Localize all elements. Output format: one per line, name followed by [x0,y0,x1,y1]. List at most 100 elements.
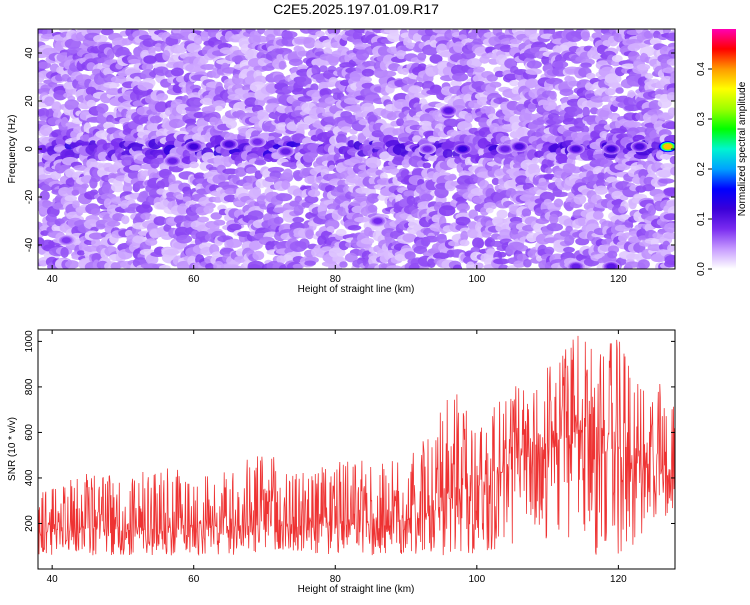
heatmap-cell [467,228,479,239]
heatmap-cell [225,119,237,129]
heatmap-cell [319,88,332,97]
heatmap-cell [189,161,199,169]
heatmap-cell [644,73,654,80]
heatmap-cell [64,99,80,111]
heatmap-cell [292,263,304,269]
heatmap-cell [581,125,590,134]
heatmap-cell [184,106,201,112]
heatmap-cell [135,204,153,214]
heatmap-cell [666,58,675,66]
heatmap-cell [197,216,210,223]
heatmap-cell [552,191,569,198]
heatmap-cell [311,64,320,76]
heatmap-cell [473,66,485,73]
heatmap-cell [90,189,99,196]
heatmap-cell [200,30,209,42]
heatmap-cell [442,148,453,159]
heatmap-cell [59,29,69,33]
heatmap-cell [667,244,675,253]
snr-y-axis-label: SNR (10 * v/v) [7,417,18,481]
heatmap-cell [581,31,590,42]
heatmap-cell [665,121,675,130]
heatmap-cell [344,252,358,263]
heatmap-cell [455,216,471,226]
heatmap-cell [486,74,498,82]
colorbar-tick-label: 0.1 [696,212,707,226]
heatmap-cell [630,42,647,49]
heatmap-cell [635,164,645,171]
heatmap-cell [570,166,583,174]
heatmap-cell [422,162,432,169]
heatmap-cell [546,223,563,232]
heatmap-cell [186,43,202,54]
snr-y-tick-label: 400 [24,469,35,486]
heatmap-y-tick-label: 40 [24,47,35,59]
heatmap-cell [396,50,407,60]
heatmap-cell [662,67,675,74]
heatmap-cell [53,90,68,101]
heatmap-cell [127,170,141,180]
heatmap-cell [486,248,496,256]
heatmap-cell [314,40,325,50]
heatmap-cell [156,93,169,101]
heatmap-cell [51,101,62,113]
heatmap-cell [308,189,321,198]
snr-y-tick-label: 600 [24,424,35,441]
heatmap-cell [140,212,153,220]
heatmap-cell [549,90,557,100]
heatmap-cell [137,82,154,91]
heatmap-cell [470,246,481,254]
heatmap-x-tick-label: 60 [188,274,200,285]
heatmap-cell [289,162,298,170]
heatmap-cell [106,220,121,227]
heatmap-cell [485,207,494,214]
colorbar-gradient [712,29,736,269]
heatmap-cell [535,218,550,225]
heatmap-cell [573,194,587,205]
heatmap-cell [132,235,146,244]
heatmap-cell [254,159,267,166]
heatmap-cell [121,215,130,225]
heatmap-cell [60,247,69,258]
heatmap-cell [90,208,101,216]
heatmap-x-tick-label: 40 [47,274,59,285]
snr-panel: 40 60 80 100 120 200 400 600 800 1000 Height of s… [7,329,676,595]
heatmap-cell [509,79,519,87]
heatmap-cell [297,123,311,130]
heatmap-cell [658,178,675,184]
heatmap-cell [367,193,380,204]
heatmap-cell [670,166,675,176]
heatmap-cell [86,99,96,108]
heatmap-cell [466,261,475,269]
snr-x-tick-label: 120 [610,574,627,585]
heatmap-cell [88,232,105,240]
heatmap-cell [340,126,352,133]
heatmap-cell [193,172,206,180]
heatmap-cell [474,262,484,269]
heatmap-cell [281,180,291,190]
heatmap-x-tick-label: 120 [610,274,627,285]
heatmap-cell [275,193,293,202]
heatmap-cell [326,130,335,138]
heatmap-hotspot [571,146,581,152]
heatmap-cell [328,55,339,66]
heatmap-cell [128,58,142,65]
heatmap-hotspot [252,138,262,145]
heatmap-cell [319,65,328,73]
heatmap-cell [244,97,259,107]
heatmap-cell [628,236,642,244]
heatmap-cell [406,195,416,206]
heatmap-cell [458,34,468,40]
heatmap-cell [539,191,555,203]
heatmap-cell [476,96,490,106]
heatmap-hotspot [458,146,468,152]
heatmap-cell [386,265,403,269]
heatmap-cell [247,260,265,269]
heatmap-cell [39,190,50,202]
heatmap-cell [658,170,671,179]
heatmap-cell [200,64,217,70]
heatmap-panel: 40 60 80 100 120 -40 -20 0 20 40 Height of straig… [7,28,676,295]
heatmap-cell [479,55,490,64]
